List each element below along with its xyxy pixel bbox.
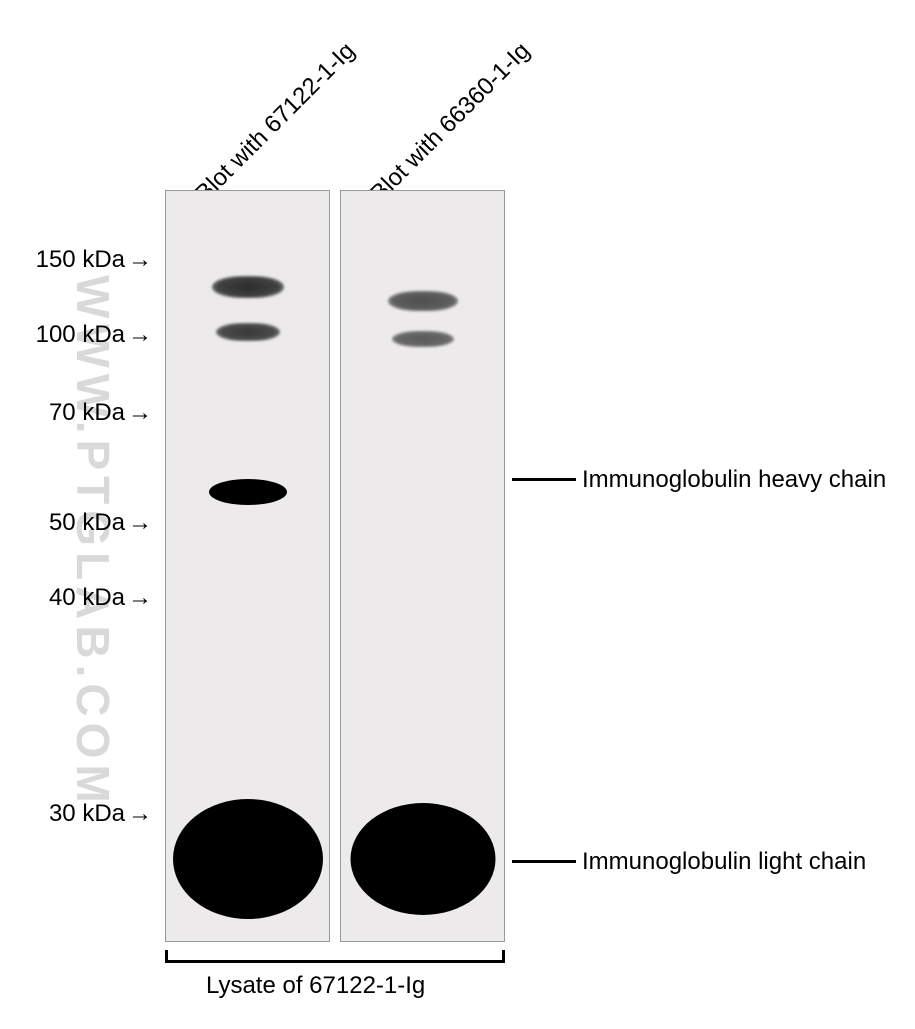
lane2-band-upper-bottom	[392, 331, 454, 347]
marker-label: 100 kDa	[36, 321, 125, 348]
arrow-icon: →	[128, 399, 152, 427]
annot-line-light	[512, 860, 576, 863]
marker-150: 150 kDa→	[8, 246, 152, 274]
lane2-header: Blot with 66360-1-Ig	[365, 37, 536, 208]
marker-70: 70 kDa→	[8, 399, 152, 427]
watermark: WWW.PTGLAB.COM	[66, 275, 120, 809]
bracket-right-tick	[502, 950, 505, 960]
annot-heavy: Immunoglobulin heavy chain	[582, 466, 886, 494]
arrow-icon: →	[128, 509, 152, 537]
lane1	[165, 190, 330, 942]
annot-light: Immunoglobulin light chain	[582, 848, 866, 876]
blot-figure: WWW.PTGLAB.COM Blot with 67122-1-Ig Blot…	[0, 0, 915, 1029]
bottom-caption: Lysate of 67122-1-Ig	[206, 972, 425, 1000]
marker-label: 150 kDa	[36, 246, 125, 273]
lane1-band-upper-bottom	[216, 323, 280, 341]
marker-label: 50 kDa	[49, 509, 125, 536]
bracket-line	[165, 960, 505, 963]
annot-line-heavy	[512, 478, 576, 481]
marker-label: 70 kDa	[49, 399, 125, 426]
lane1-band-light-chain	[173, 799, 323, 919]
marker-50: 50 kDa→	[8, 509, 152, 537]
marker-100: 100 kDa→	[8, 321, 152, 349]
lane2	[340, 190, 505, 942]
marker-30: 30 kDa→	[8, 800, 152, 828]
marker-label: 40 kDa	[49, 584, 125, 611]
lane1-header: Blot with 67122-1-Ig	[190, 37, 361, 208]
lane1-band-heavy-chain	[209, 479, 287, 505]
lane2-band-light-chain	[350, 803, 495, 915]
arrow-icon: →	[128, 246, 152, 274]
lane1-band-upper-top	[212, 276, 284, 298]
marker-40: 40 kDa→	[8, 584, 152, 612]
lane2-band-upper-top	[388, 291, 458, 311]
arrow-icon: →	[128, 800, 152, 828]
marker-label: 30 kDa	[49, 800, 125, 827]
arrow-icon: →	[128, 321, 152, 349]
bracket-left-tick	[165, 950, 168, 960]
arrow-icon: →	[128, 584, 152, 612]
